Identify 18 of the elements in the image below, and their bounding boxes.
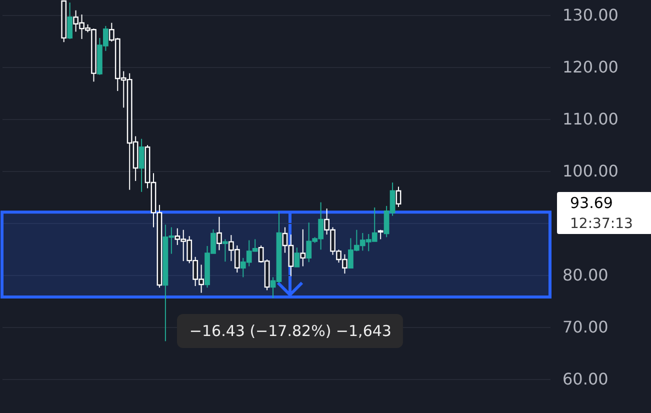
y-tick-label: 80.00: [562, 266, 608, 285]
candlestick: [67, 2, 73, 40]
candlestick: [300, 228, 306, 267]
y-tick-label: 120.00: [562, 58, 618, 77]
candlestick: [294, 247, 300, 268]
candlestick: [222, 238, 228, 262]
candlestick: [378, 229, 384, 240]
text: 93.69: [557, 192, 651, 216]
candlestick: [396, 186, 402, 208]
y-tick-label: 130.00: [562, 6, 618, 25]
y-tick-label: 60.00: [562, 370, 608, 389]
y-tick-label: 100.00: [562, 162, 618, 181]
y-tick-label: 70.00: [562, 318, 608, 337]
candlestick: [138, 138, 144, 192]
y-tick-label: 110.00: [562, 110, 618, 129]
candlestick: [216, 216, 222, 251]
text: 12:37:13: [557, 216, 651, 234]
annotation: −16.43 (−17.82%) −1,643: [177, 314, 404, 348]
